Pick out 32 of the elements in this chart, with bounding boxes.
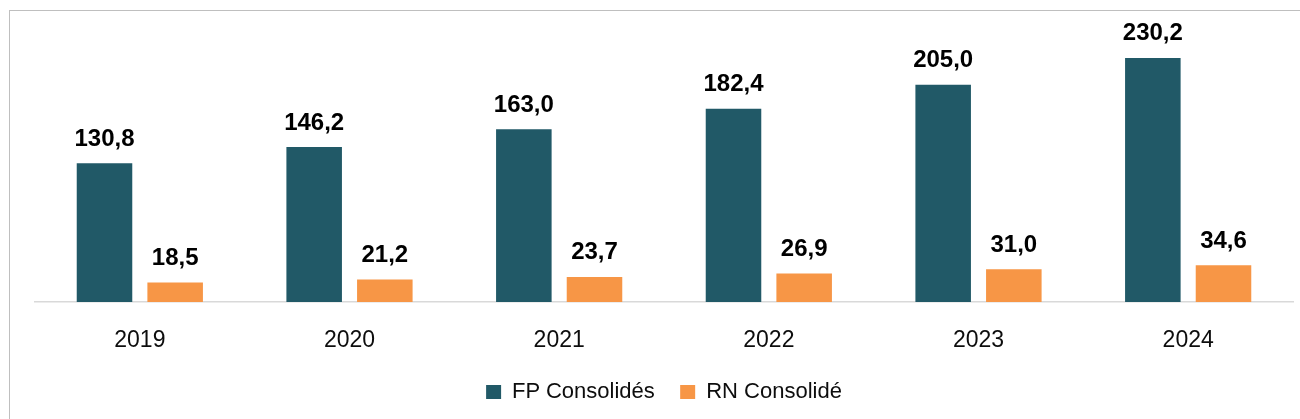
data-label: 163,0 [493, 89, 554, 117]
bar [147, 282, 203, 302]
bar [915, 84, 971, 302]
x-tick-label: 2024 [1162, 325, 1214, 352]
x-tick-label: 2022 [743, 325, 795, 352]
data-label: 205,0 [913, 45, 974, 73]
bar [986, 269, 1042, 302]
data-label: 130,8 [74, 123, 135, 151]
bar [76, 163, 133, 302]
bar [496, 129, 552, 302]
data-label: 230,2 [1122, 18, 1183, 46]
bar [286, 147, 342, 302]
bar [705, 108, 762, 302]
bar [566, 276, 623, 302]
data-label: 26,9 [780, 233, 828, 261]
x-tick-label: 2023 [952, 325, 1005, 352]
data-label: 146,2 [284, 107, 345, 135]
data-label: 21,2 [361, 240, 409, 268]
legend-label: RN Consolidé [706, 378, 842, 404]
bar [776, 273, 832, 302]
data-label: 182,4 [703, 69, 765, 97]
data-label: 18,5 [151, 242, 199, 270]
data-label: 23,7 [571, 237, 618, 265]
bar [1125, 57, 1181, 302]
bar [1195, 265, 1252, 302]
x-tick-label: 2021 [533, 325, 585, 352]
x-tick-label: 2019 [114, 325, 166, 352]
data-label: 31,0 [990, 229, 1038, 257]
data-label: 34,6 [1200, 225, 1247, 253]
legend-label: FP Consolidés [512, 378, 655, 404]
x-tick-label: 2020 [323, 325, 376, 352]
bar [357, 279, 413, 302]
